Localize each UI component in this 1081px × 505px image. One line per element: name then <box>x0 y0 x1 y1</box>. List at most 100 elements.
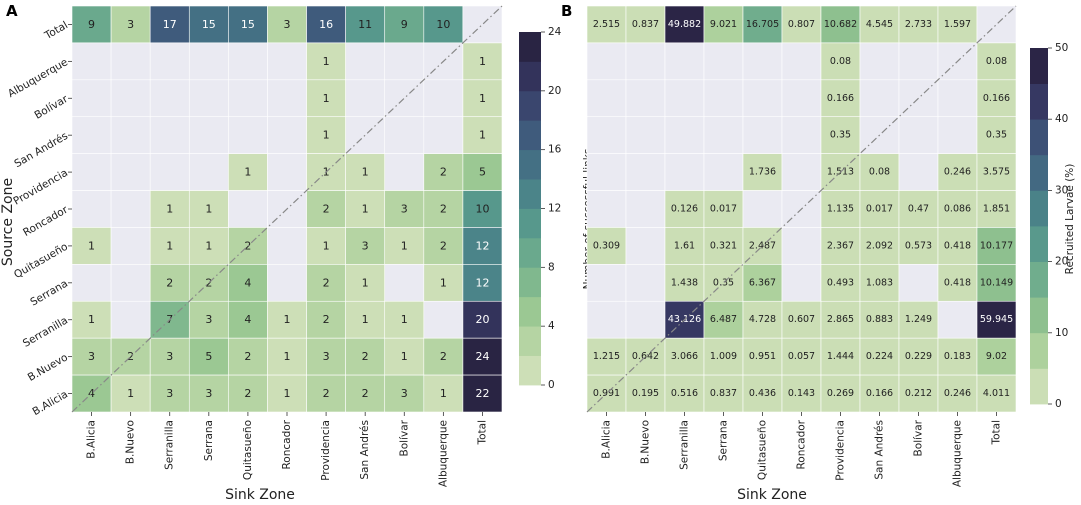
cell-value-label: 22 <box>475 387 489 400</box>
heatmap-cell <box>384 300 425 339</box>
heatmap-cell <box>384 337 425 376</box>
heatmap-cell <box>976 153 1017 191</box>
heatmap-cell <box>384 153 425 191</box>
heatmap-a-grid: 9317151531611910111111111251121321011121… <box>71 5 503 413</box>
colorbar-bin <box>519 149 541 180</box>
cell-value-label: 0.47 <box>908 204 929 215</box>
cell-value-label: 2 <box>323 203 330 216</box>
cell-value-label: 0.086 <box>944 204 971 215</box>
heatmap-cell <box>110 190 151 228</box>
heatmap-cell <box>937 264 978 302</box>
colorbar-bin <box>519 120 541 151</box>
heatmap-cell <box>976 42 1017 81</box>
heatmap-cell <box>859 374 900 413</box>
colorbar-bin <box>519 326 541 356</box>
colorbar-tick-label: 10 <box>1055 327 1068 339</box>
heatmap-cell <box>71 153 112 191</box>
heatmap-cell <box>664 79 705 118</box>
cell-value-label: 2 <box>323 313 330 326</box>
cell-value-label: 1.851 <box>983 204 1010 215</box>
heatmap-cell <box>267 300 307 339</box>
heatmap-cell <box>703 5 744 44</box>
heatmap-cell <box>781 227 822 265</box>
heatmap-cell <box>423 374 464 413</box>
heatmap-cell <box>859 5 900 44</box>
cell-value-label: 1 <box>284 350 291 363</box>
cell-value-label: 0.08 <box>986 56 1007 67</box>
heatmap-cell <box>820 264 861 302</box>
heatmap-cell <box>781 300 822 339</box>
cell-value-label: 12 <box>475 276 489 289</box>
colorbar-tick-label: 16 <box>548 144 562 156</box>
heatmap-cell <box>976 337 1017 376</box>
colorbar-tick-label: 12 <box>548 203 561 215</box>
x-tick-label: Total <box>991 420 1003 446</box>
colorbar-bin <box>1030 154 1048 191</box>
heatmap-cell <box>625 116 666 154</box>
cell-value-label: 0.166 <box>983 93 1010 104</box>
heatmap-cell <box>306 42 346 81</box>
panel-a-letter: A <box>6 2 18 20</box>
cell-value-label: 3 <box>205 387 212 400</box>
heatmap-cell <box>976 190 1017 228</box>
cell-value-label: 0.436 <box>749 388 776 399</box>
cell-value-label: 2.515 <box>593 19 620 30</box>
heatmap-cell <box>859 42 900 81</box>
heatmap-cell <box>267 153 307 191</box>
colorbar-a: 0 4 8 12 16 20 24 <box>519 26 562 391</box>
cell-value-label: 0.017 <box>866 204 893 215</box>
heatmap-cell <box>898 5 939 44</box>
cell-value-label: 0.126 <box>671 204 698 215</box>
cell-value-label: 1 <box>362 166 369 179</box>
y-tick-label: Quitasueño <box>12 241 70 281</box>
cell-value-label: 2 <box>244 350 251 363</box>
colorbar-bin <box>519 90 541 121</box>
cell-value-label: 0.309 <box>593 240 620 251</box>
panel-a: A 93171515316119101111111112511213210111… <box>0 2 594 503</box>
heatmap-cell <box>188 5 229 44</box>
cell-value-label: 1 <box>362 203 369 216</box>
x-tick-label: Serrana <box>718 420 730 461</box>
heatmap-cell <box>586 300 627 339</box>
cell-value-label: 2 <box>362 350 369 363</box>
heatmap-b-diagonal-line <box>586 5 1017 413</box>
colorbar-bin <box>1030 119 1048 156</box>
heatmap-cell <box>462 153 503 191</box>
cell-value-label: 0.837 <box>710 388 737 399</box>
y-tick-label: Roncador <box>21 203 70 238</box>
heatmap-cell <box>267 79 307 118</box>
panel-b: B 2.515 0.837 49.882 9.021 16.705 0.807 10.682… <box>561 2 1076 503</box>
heatmap-cell <box>71 264 112 302</box>
heatmap-b-x-ticks: B.Alicia B.Nuevo Serranilla Serrana Quitasue… <box>601 412 1003 487</box>
cell-value-label: 5 <box>205 350 212 363</box>
colorbar-bin <box>1030 226 1048 262</box>
cell-value-label: 0.883 <box>866 314 893 325</box>
cell-value-label: 1 <box>205 203 212 216</box>
x-tick-label: Bolívar <box>913 419 925 456</box>
x-tick-label: Roncador <box>281 419 293 469</box>
heatmap-cell <box>625 264 666 302</box>
cell-value-label: 59.945 <box>980 314 1013 325</box>
heatmap-cell <box>781 374 822 413</box>
heatmap-cell <box>859 264 900 302</box>
heatmap-cell <box>149 190 190 228</box>
cell-value-label: 3 <box>205 313 212 326</box>
cell-value-label: 2 <box>440 239 447 252</box>
cell-value-label: 1.736 <box>749 167 776 178</box>
heatmap-cell <box>742 374 783 413</box>
heatmap-cell <box>267 227 307 265</box>
cell-value-label: 0.229 <box>905 351 932 362</box>
heatmap-cell <box>423 79 464 118</box>
colorbar-tick-label: 4 <box>548 320 555 332</box>
heatmap-cell <box>625 153 666 191</box>
heatmap-cell <box>228 190 268 228</box>
colorbar-tick-label: 0 <box>548 379 555 391</box>
heatmap-cell <box>781 264 822 302</box>
heatmap-cell <box>664 374 705 413</box>
heatmap-cell <box>71 337 112 376</box>
cell-value-label: 2 <box>440 350 447 363</box>
heatmap-cell <box>937 116 978 154</box>
heatmap-cell <box>703 116 744 154</box>
cell-value-label: 15 <box>241 18 255 31</box>
